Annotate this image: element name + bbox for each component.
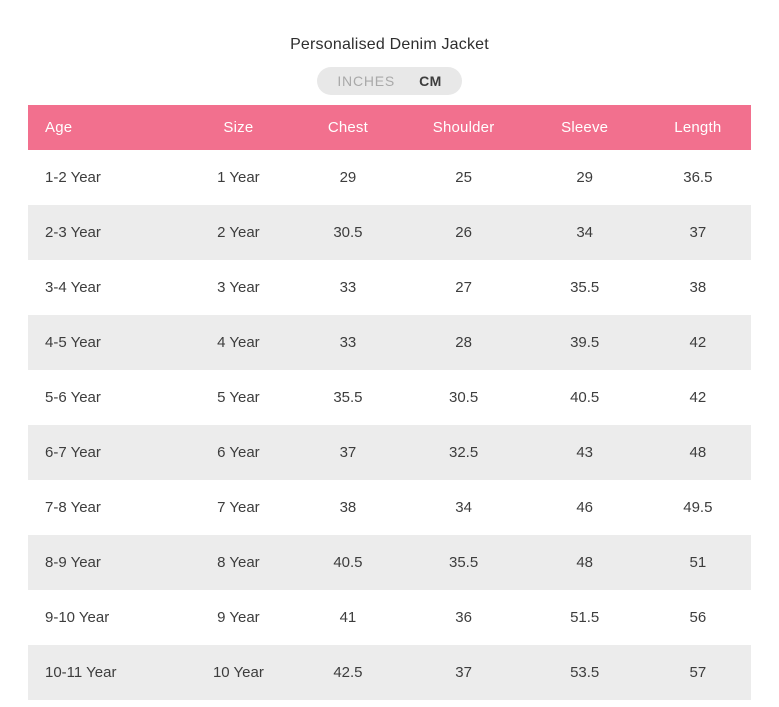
unit-option-cm[interactable]: CM: [419, 73, 442, 89]
column-header-age: Age: [45, 119, 73, 136]
table-cell: 37: [455, 664, 472, 681]
table-cell: 37: [339, 444, 357, 461]
column-header-shoulder: Shoulder: [432, 119, 495, 136]
table-row: 5-6 Year 5 Year 35.5 30.5 40.5 42: [28, 370, 751, 425]
table-cell: 29: [576, 169, 594, 186]
unit-option-inches[interactable]: INCHES: [337, 73, 396, 89]
table-cell: 40.5: [333, 554, 363, 571]
table-cell: 4-5 Year: [45, 334, 101, 351]
table-cell: 42: [689, 334, 707, 351]
unit-toggle[interactable]: INCHES CM: [317, 67, 462, 95]
table-cell: 1-2 Year: [45, 169, 101, 186]
table-cell: 5-6 Year: [45, 389, 101, 406]
table-cell: 10 Year: [212, 664, 264, 681]
table-row: 3-4 Year 3 Year 33 27 35.5 38: [28, 260, 751, 315]
table-cell: 51.5: [570, 609, 600, 626]
table-cell: 3 Year: [217, 279, 260, 296]
table-cell: 57: [689, 664, 707, 681]
table-cell: 35.5: [570, 279, 600, 296]
column-header-length: Length: [674, 119, 722, 136]
table-cell: 46: [576, 499, 594, 516]
table-cell: 6 Year: [217, 444, 260, 461]
table-cell: 35.5: [333, 389, 363, 406]
table-cell: 9 Year: [217, 609, 260, 626]
table-cell: 25: [455, 169, 472, 186]
table-cell: 43: [576, 444, 594, 461]
table-cell: 53.5: [570, 664, 600, 681]
table-row: 2-3 Year 2 Year 30.5 26 34 37: [28, 205, 751, 260]
table-cell: 7-8 Year: [45, 499, 101, 516]
table-cell: 28: [455, 334, 472, 351]
table-cell: 30.5: [448, 389, 479, 406]
table-cell: 33: [339, 279, 357, 296]
table-cell: 48: [576, 554, 594, 571]
table-cell: 1 Year: [217, 169, 260, 186]
table-cell: 48: [689, 444, 707, 461]
table-cell: 40.5: [570, 389, 600, 406]
table-cell: 9-10 Year: [45, 609, 110, 626]
table-cell: 8 Year: [217, 554, 260, 571]
table-cell: 35.5: [448, 554, 479, 571]
table-row: 7-8 Year 7 Year 38 34 46 49.5: [28, 480, 751, 535]
table-cell: 26: [455, 224, 472, 241]
table-cell: 30.5: [333, 224, 363, 241]
table-cell: 39.5: [570, 334, 600, 351]
table-cell: 49.5: [683, 499, 713, 516]
table-cell: 34: [455, 499, 472, 516]
table-cell: 4 Year: [217, 334, 260, 351]
column-header-sleeve: Sleeve: [561, 119, 609, 136]
table-cell: 36.5: [683, 169, 713, 186]
table-row: 1-2 Year 1 Year 29 25 29 36.5: [28, 150, 751, 205]
table-cell: 38: [689, 279, 707, 296]
table-cell: 41: [339, 609, 357, 626]
table-cell: 2 Year: [217, 224, 260, 241]
table-cell: 34: [576, 224, 594, 241]
table-cell: 32.5: [448, 444, 479, 461]
table-cell: 42.5: [333, 664, 363, 681]
column-header-chest: Chest: [327, 119, 368, 136]
table-cell: 38: [339, 499, 357, 516]
page-title: Personalised Denim Jacket: [290, 36, 489, 53]
table-cell: 51: [689, 554, 707, 571]
table-cell: 10-11 Year: [45, 664, 117, 681]
table-row: 6-7 Year 6 Year 37 32.5 43 48: [28, 425, 751, 480]
table-cell: 5 Year: [217, 389, 260, 406]
column-header-size: Size: [223, 119, 254, 136]
table-cell: 36: [455, 609, 472, 626]
table-cell: 2-3 Year: [45, 224, 101, 241]
table-cell: 6-7 Year: [45, 444, 101, 461]
table-cell: 7 Year: [217, 499, 260, 516]
table-cell: 8-9 Year: [45, 554, 101, 571]
table-row: 4-5 Year 4 Year 33 28 39.5 42: [28, 315, 751, 370]
table-cell: 27: [455, 279, 472, 296]
table-cell: 37: [689, 224, 707, 241]
table-cell: 3-4 Year: [45, 279, 101, 296]
table-header-row: Age Size Chest Shoulder Sleeve Length: [28, 105, 751, 150]
table-body: 1-2 Year 1 Year 29 25 29 36.5 2-3 Year 2 Year 30…: [28, 150, 751, 700]
table-cell: 56: [689, 609, 707, 626]
table-cell: 29: [339, 169, 357, 186]
size-chart-table: Age Size Chest Shoulder Sleeve Length 1-…: [28, 105, 751, 700]
table-row: 10-11 Year 10 Year 42.5 37 53.5 57: [28, 645, 751, 700]
table-cell: 33: [339, 334, 357, 351]
table-cell: 42: [689, 389, 707, 406]
table-row: 9-10 Year 9 Year 41 36 51.5 56: [28, 590, 751, 645]
table-row: 8-9 Year 8 Year 40.5 35.5 48 51: [28, 535, 751, 590]
